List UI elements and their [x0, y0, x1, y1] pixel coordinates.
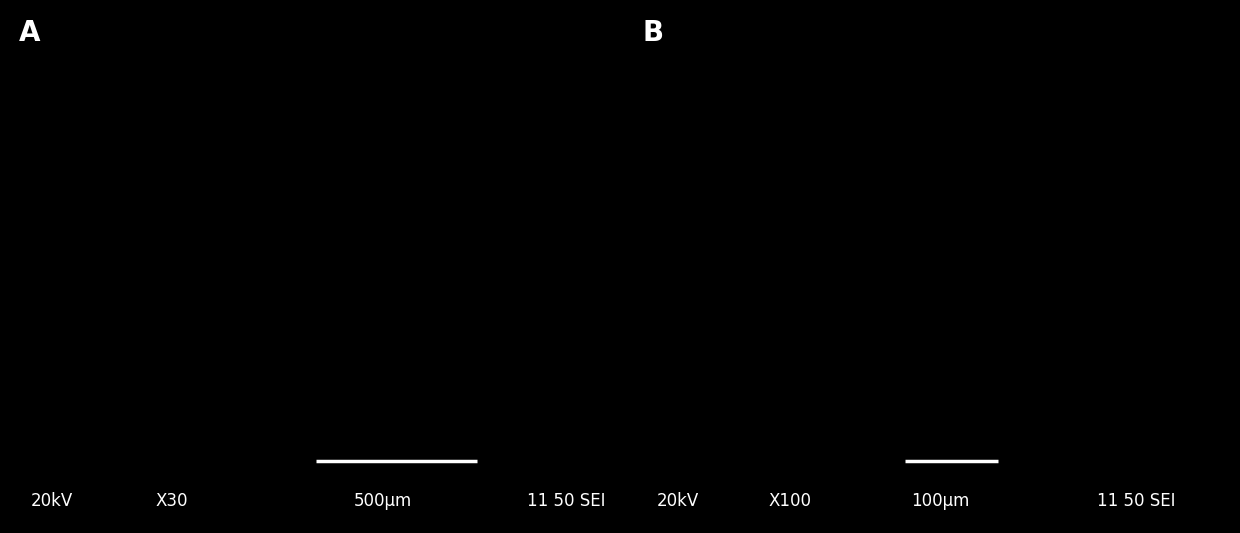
- Text: 20kV: 20kV: [657, 492, 699, 510]
- Text: A: A: [19, 19, 40, 47]
- Text: 500μm: 500μm: [353, 492, 412, 510]
- Text: X30: X30: [155, 492, 187, 510]
- Text: 11 50 SEI: 11 50 SEI: [527, 492, 605, 510]
- Text: 11 50 SEI: 11 50 SEI: [1097, 492, 1176, 510]
- Text: 100μm: 100μm: [911, 492, 970, 510]
- Text: B: B: [642, 19, 663, 47]
- Text: 20kV: 20kV: [31, 492, 73, 510]
- Text: X100: X100: [769, 492, 812, 510]
